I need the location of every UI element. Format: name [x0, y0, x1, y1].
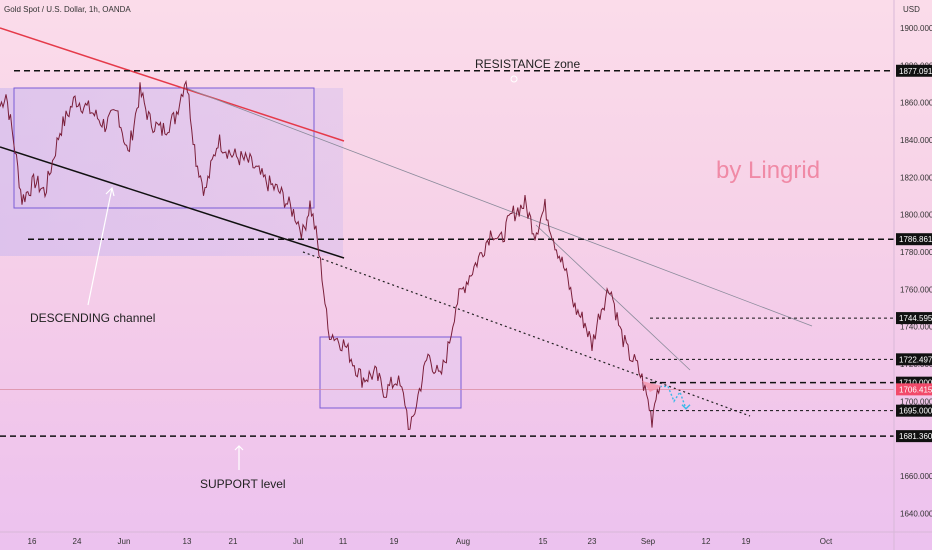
price-series [0, 79, 691, 430]
x-tick-label: Aug [456, 537, 470, 546]
y-tick-label: 1820.000 [900, 173, 932, 182]
level-tags: 1877.091 1786.861 1744.595 1722.497 1710.000… [896, 64, 932, 443]
y-tick-label: 1760.000 [900, 285, 932, 294]
price-line [0, 79, 661, 430]
level-tag [896, 233, 932, 246]
x-tick-label: 11 [339, 537, 348, 546]
x-axis-ticks: 16 24 Jun 13 21 Jul 11 19 Aug 15 23 Sep 12 19 Oct [28, 537, 833, 546]
resistance-marker [510, 75, 518, 83]
y-tick-label: 1640.000 [900, 509, 932, 518]
level-tag-label: 1744.595 [899, 314, 932, 323]
level-tag-label: 1877.091 [899, 67, 932, 76]
y-tick-label: 1700.000 [900, 397, 932, 406]
projection-path [660, 385, 687, 410]
y-tick-label: 1840.000 [900, 136, 932, 145]
level-tag-label: 1710.000 [899, 379, 932, 388]
currency-label: USD [903, 5, 920, 14]
x-tick-label: 24 [73, 537, 82, 546]
x-tick-label: 16 [28, 537, 37, 546]
support-label: SUPPORT level [200, 477, 286, 491]
level-tag [896, 312, 932, 325]
level-tag [896, 353, 932, 366]
channel-arrowhead [105, 186, 115, 197]
current-price-tag [896, 383, 932, 396]
channel-label: DESCENDING channel [30, 311, 155, 325]
chart-header-symbol: Gold Spot / U.S. Dollar, 1h, OANDA [4, 5, 131, 14]
y-tick-label: 1860.000 [900, 99, 932, 108]
y-tick-label: 1780.000 [900, 248, 932, 257]
dotted-trendline[interactable] [302, 251, 751, 417]
resistance-label: RESISTANCE zone [475, 57, 580, 71]
x-tick-label: Jun [118, 537, 131, 546]
x-tick-label: 19 [390, 537, 399, 546]
y-axis-ticks: 1900.0001880.0001860.0001840.0001820.000… [900, 24, 932, 518]
x-tick-label: 15 [539, 537, 548, 546]
y-tick-label: 1660.000 [900, 472, 932, 481]
level-tag [896, 404, 932, 417]
level-tag-label: 1681.360 [899, 432, 932, 441]
channel-lower-line[interactable] [0, 146, 345, 259]
level-tag [896, 430, 932, 443]
level-tag-label: 1695.000 [899, 407, 932, 416]
level-lines [0, 70, 894, 437]
x-tick-label: 13 [183, 537, 192, 546]
long-trendline[interactable] [185, 87, 813, 327]
x-tick-label: 12 [702, 537, 711, 546]
level-tag-label: 1786.861 [899, 235, 932, 244]
x-tick-label: Oct [820, 537, 833, 546]
level-tag [896, 64, 932, 77]
y-tick-label: 1900.000 [900, 24, 932, 33]
support-arrowhead [234, 445, 244, 451]
x-tick-label: Jul [293, 537, 303, 546]
x-tick-label: 23 [588, 537, 597, 546]
y-tick-label: 1740.000 [900, 323, 932, 332]
channel-upper-line[interactable] [0, 27, 345, 142]
level-tag-label: 1722.497 [899, 355, 932, 364]
x-tick-label: 21 [229, 537, 238, 546]
projection-arrowhead [681, 404, 691, 410]
current-price-label: 1706.415 [899, 385, 932, 394]
watermark: by Lingrid [716, 157, 820, 184]
y-tick-label: 1800.000 [900, 211, 932, 220]
breakdown-highlight [642, 381, 662, 392]
x-tick-label: 19 [742, 537, 751, 546]
channel-arrow [87, 187, 113, 306]
range-box-lower[interactable] [319, 336, 462, 409]
x-tick-label: Sep [641, 537, 656, 546]
